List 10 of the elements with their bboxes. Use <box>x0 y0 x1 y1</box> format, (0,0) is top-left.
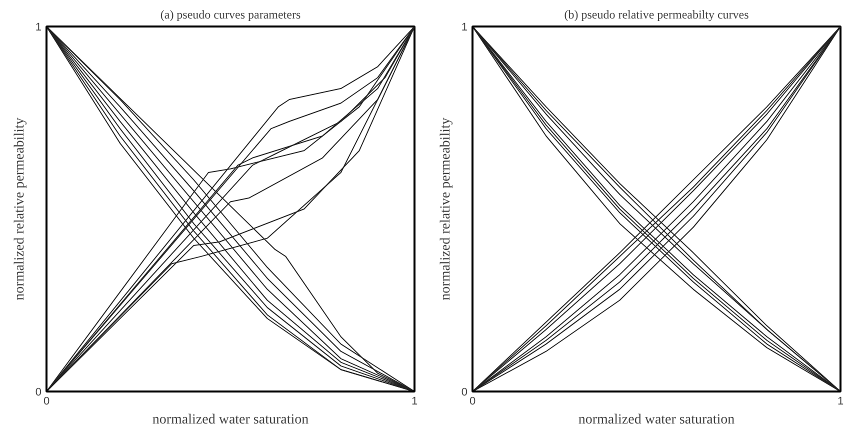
chart-title: (a) pseudo curves parameters <box>160 8 301 22</box>
x-axis-title: normalized water saturation <box>578 412 735 428</box>
x-tick-label: 0 <box>469 396 476 408</box>
chart-title: (b) pseudo relative permeabilty curves <box>564 8 750 22</box>
x-tick-label: 1 <box>411 396 418 408</box>
x-axis-title: normalized water saturation <box>152 412 309 428</box>
y-axis-title: normalized relative permeability <box>12 118 28 300</box>
y-axis-title: normalized relative permeability <box>438 118 454 300</box>
x-tick-label: 1 <box>837 396 844 408</box>
x-tick-label: 0 <box>43 396 50 408</box>
